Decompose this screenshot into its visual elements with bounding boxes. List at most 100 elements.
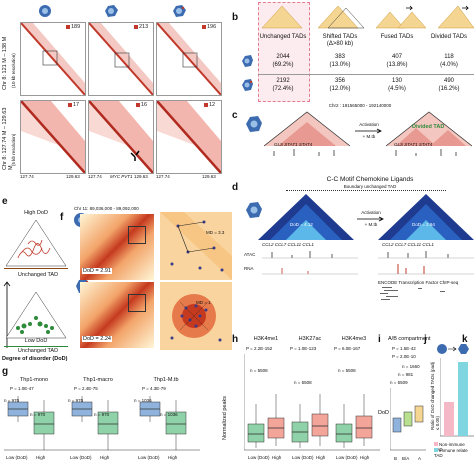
d-title: C-C Motif Chemokine Ligands	[326, 176, 414, 183]
panel-label-d: d	[232, 182, 239, 193]
panel-label-f: f	[60, 212, 64, 223]
j-legend-2: Immune relate TAD	[434, 448, 474, 458]
d-activation: Activation	[361, 210, 381, 215]
c-tad-triangle-right	[386, 111, 472, 156]
count-macro-row2: 16	[136, 102, 147, 108]
count-mono-row2: 17	[68, 102, 79, 108]
panel-label-h: h	[232, 334, 239, 345]
e-low-dod: Low DoD	[24, 338, 48, 344]
d-encode-label: ENCODE Transcription Factor ChIP-seq	[378, 280, 459, 285]
macrophage-icon-d	[246, 202, 262, 218]
d-tad-triangle-right	[378, 194, 474, 240]
g-pval-2: P = 2.4E-75	[74, 386, 98, 391]
g-group-1: Thp1-mono	[19, 377, 49, 383]
f-zoom-box-top	[128, 226, 146, 244]
h-x-high-3: High	[360, 455, 370, 460]
j-legend-swatch-1	[434, 442, 438, 446]
c-region: Chr2 : 191565000 - 192140000	[328, 103, 392, 108]
h-mark-3: H3K4me3	[341, 336, 367, 342]
macrophage-icon	[105, 5, 118, 17]
i-title: A/B compartment	[388, 336, 431, 342]
g-n-top-2: n = 970	[68, 398, 84, 403]
c-arrow	[355, 128, 382, 134]
g-box-1	[7, 396, 55, 450]
col-header-divided: Divided TADs	[430, 34, 468, 40]
i-n-2: n = 981	[398, 372, 414, 377]
hic-map-mtb-row1	[156, 22, 222, 96]
g-n-bottom-1: n = 970	[30, 412, 46, 417]
j-legend-swatch-2	[434, 448, 438, 452]
f-region: Chr 11: 89,036,000 - 89,092,000	[74, 206, 139, 211]
panel-label-b: b	[232, 12, 239, 23]
panel-label-c: c	[232, 110, 238, 121]
i-x-ba: B/A	[402, 456, 410, 461]
d-tad-triangle-left	[258, 194, 354, 240]
g-n-bottom-2: n = 970	[94, 412, 110, 417]
d-subtitle: Boundary unchanged TAD	[343, 184, 397, 189]
hic-map-macro-row1	[88, 22, 154, 96]
gene-label-2: MYC PVT1	[110, 174, 133, 179]
j-cell-icons	[437, 344, 469, 354]
h-pval-1: P = 2.2E-152	[246, 346, 273, 351]
c-tad-triangle-left	[264, 111, 350, 156]
e-axis-label: Degree of disorder (DoD)	[2, 356, 68, 362]
c-treatment: + M.tb	[362, 134, 376, 139]
g-x-high-2: High	[100, 455, 110, 460]
axis-end-1: 129.63	[66, 174, 80, 179]
i-n-1: n = 1660	[402, 364, 420, 369]
row2-resolution: (5 kb resolution)	[11, 133, 16, 166]
i-x-b: B	[394, 456, 398, 461]
h-ylabel: Normalized peaks	[222, 395, 228, 440]
hic-map-mono-row1	[20, 22, 86, 96]
d-dod-left: DoD = 4.12	[290, 222, 313, 227]
f-md-bottom: MD = 1	[196, 300, 211, 305]
d-encode-track	[380, 287, 445, 300]
i-ylabel: DoD	[378, 410, 390, 416]
count-mtb-row1: 196	[202, 24, 216, 30]
g-box-2	[71, 396, 119, 450]
h-pval-2: P = 1.0E-123	[290, 346, 317, 351]
tad-schematics	[261, 5, 474, 29]
f-dod-bottom: DoD = 2.24	[82, 336, 112, 342]
b-divider	[258, 74, 474, 75]
infected-macrophage-icon	[173, 5, 186, 17]
d-treatment: + M.tb	[364, 222, 378, 227]
e-unchanged-top: Unchanged TAD	[17, 272, 59, 278]
i-pval-2: P = 2.0E-10	[392, 354, 416, 359]
g-x-high-1: High	[36, 455, 46, 460]
e-high-dod-tad	[5, 219, 67, 267]
count-macro-row1: 213	[134, 24, 148, 30]
b-r2-c1: 2192	[276, 78, 290, 84]
d-tracks-left	[262, 251, 358, 275]
panel-label-k: k	[462, 334, 468, 345]
d-dod-right: DoD = 2.94	[412, 222, 435, 227]
col-header-fused: Fused TADs	[380, 34, 414, 40]
b-r1-c3: 407	[391, 54, 402, 60]
j-legend-1: Non-immune TAD	[434, 442, 474, 452]
g-x-low-2: Low (DoD)	[70, 455, 92, 460]
panel-label-j: j	[424, 334, 427, 345]
e-baseline-bottom	[4, 346, 68, 347]
panel-label-g: g	[2, 366, 9, 377]
j-bars	[440, 358, 474, 437]
h-boxplots	[244, 354, 380, 451]
i-x-a: A	[418, 456, 422, 461]
hic-map-mtb-row2	[156, 100, 222, 174]
b-r2-c3: 130	[391, 78, 402, 84]
axis-start-3: 127.74	[156, 174, 170, 179]
g-n-top-1: n = 970	[4, 398, 20, 403]
e-high-dod: High DoD	[24, 210, 48, 216]
panel-label-i: i	[378, 334, 381, 345]
h-mark-2: H3K27ac	[298, 336, 322, 342]
b-r1-c1: 2044	[276, 54, 290, 60]
g-pval-3: P = 4.3E-79	[142, 386, 166, 391]
b-r2-c2: 356	[334, 78, 345, 84]
axis-start-1: 127.74	[20, 174, 34, 179]
row1-resolution: (10 kb resolution)	[11, 53, 16, 88]
g-box-3	[139, 396, 187, 450]
f-zoom-top	[160, 212, 232, 280]
c-genes-right: GLS STAT1 STAT4	[394, 142, 433, 147]
count-mono-row1: 189	[66, 24, 80, 30]
f-zoom-box-bottom	[128, 294, 146, 312]
j-legend-label-1: Non-immune TAD	[434, 442, 465, 452]
